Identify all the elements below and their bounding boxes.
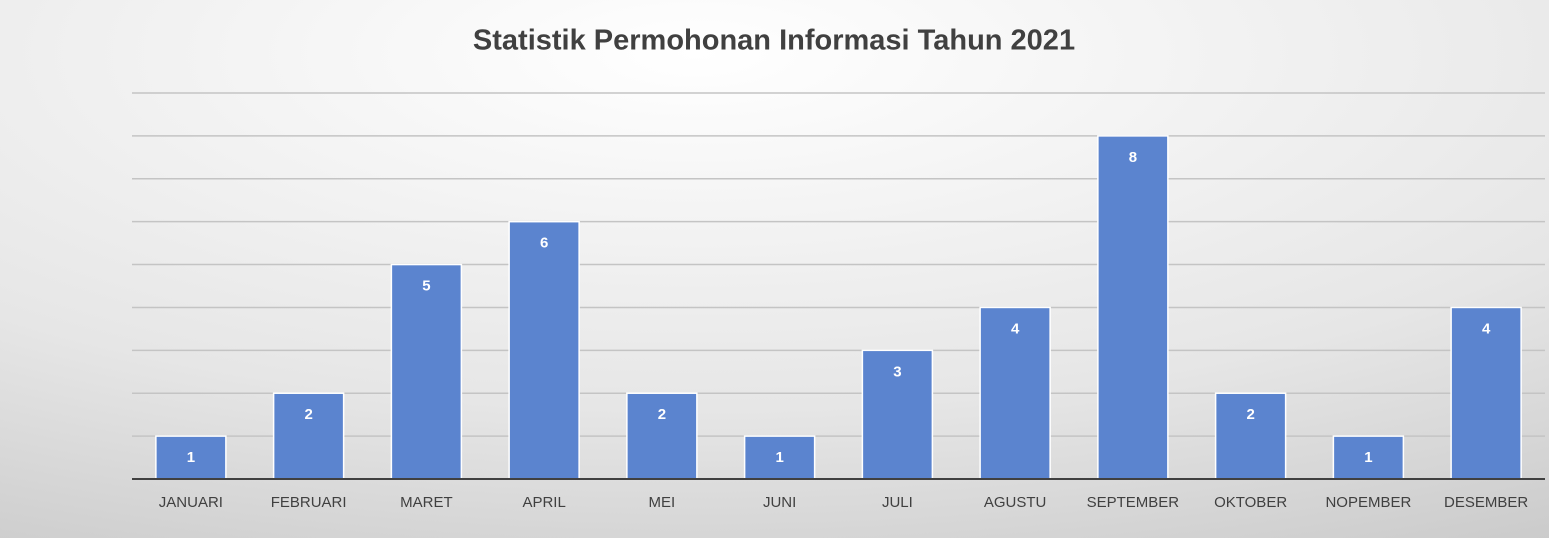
data-label: 4	[1011, 320, 1020, 337]
x-tick-label: DESEMBER	[1444, 494, 1528, 511]
data-label: 5	[422, 278, 430, 295]
data-label: 1	[187, 449, 195, 466]
chart-title: Statistik Permohonan Informasi Tahun 202…	[473, 25, 1075, 57]
data-label: 2	[304, 406, 312, 423]
x-tick-label: SEPTEMBER	[1087, 494, 1180, 511]
x-tick-label: APRIL	[522, 494, 565, 511]
data-label: 3	[893, 363, 901, 380]
x-tick-label: MEI	[649, 494, 676, 511]
data-label: 8	[1129, 149, 1137, 166]
bar	[1450, 306, 1522, 480]
bar	[390, 263, 463, 480]
data-label: 1	[1364, 449, 1372, 466]
x-tick-label: OKTOBER	[1214, 494, 1287, 511]
bar	[1332, 435, 1405, 480]
x-tick-label: JANUARI	[159, 494, 223, 511]
bar	[1214, 392, 1287, 480]
data-label: 1	[775, 449, 783, 466]
x-tick-label: MARET	[400, 494, 453, 511]
bar	[1097, 135, 1169, 480]
bar	[155, 435, 227, 480]
data-label: 6	[540, 235, 548, 252]
bar	[861, 349, 934, 480]
x-tick-label: JULI	[882, 494, 913, 511]
bar	[508, 220, 580, 480]
data-label: 2	[1246, 406, 1254, 423]
x-tick-label: NOPEMBER	[1325, 494, 1411, 511]
x-tick-label: FEBRUARI	[271, 494, 347, 511]
data-label: 4	[1482, 320, 1491, 337]
data-label: 2	[658, 406, 666, 423]
x-tick-label: JUNI	[763, 494, 796, 511]
bar	[626, 392, 698, 480]
x-tick-label: AGUSTU	[984, 494, 1047, 511]
